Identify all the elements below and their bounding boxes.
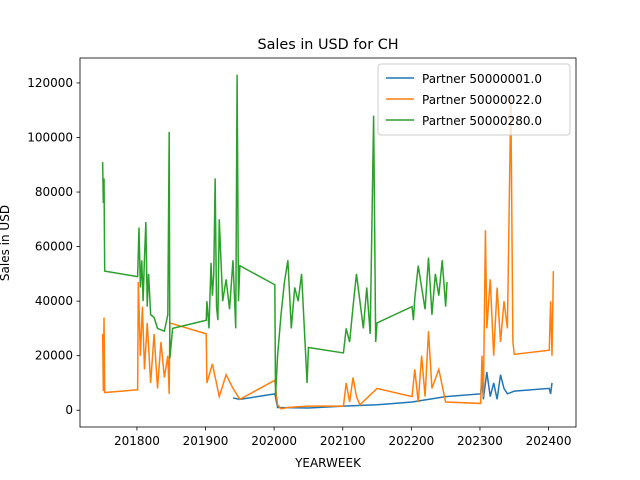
- y-tick-label: 60000: [35, 240, 73, 254]
- y-tick-label: 80000: [35, 185, 73, 199]
- data-line: [101, 96, 555, 410]
- x-tick-label: 202400: [526, 434, 572, 448]
- legend-label: Partner 50000001.0: [422, 72, 542, 86]
- legend-label: Partner 50000280.0: [422, 114, 542, 128]
- data-line: [101, 74, 448, 397]
- x-tick-label: 202200: [388, 434, 434, 448]
- y-tick-label: 100000: [27, 131, 73, 145]
- x-axis-label: YEARWEEK: [294, 456, 362, 470]
- y-tick-label: 120000: [27, 76, 73, 90]
- y-tick-label: 0: [65, 403, 73, 417]
- x-tick-label: 202300: [457, 434, 503, 448]
- x-tick-label: 202000: [251, 434, 297, 448]
- plot-frame: [79, 57, 577, 428]
- data-line: [232, 371, 553, 409]
- y-tick-label: 40000: [35, 294, 73, 308]
- legend-box: [377, 63, 571, 136]
- x-tick-label: 202100: [320, 434, 366, 448]
- x-tick-label: 201800: [114, 434, 160, 448]
- legend-label: Partner 50000022.0: [422, 93, 542, 107]
- y-axis-label: Sales in USD: [0, 205, 12, 281]
- chart-title: Sales in USD for CH: [257, 37, 398, 53]
- x-tick-label: 201900: [183, 434, 229, 448]
- y-tick-label: 20000: [35, 349, 73, 363]
